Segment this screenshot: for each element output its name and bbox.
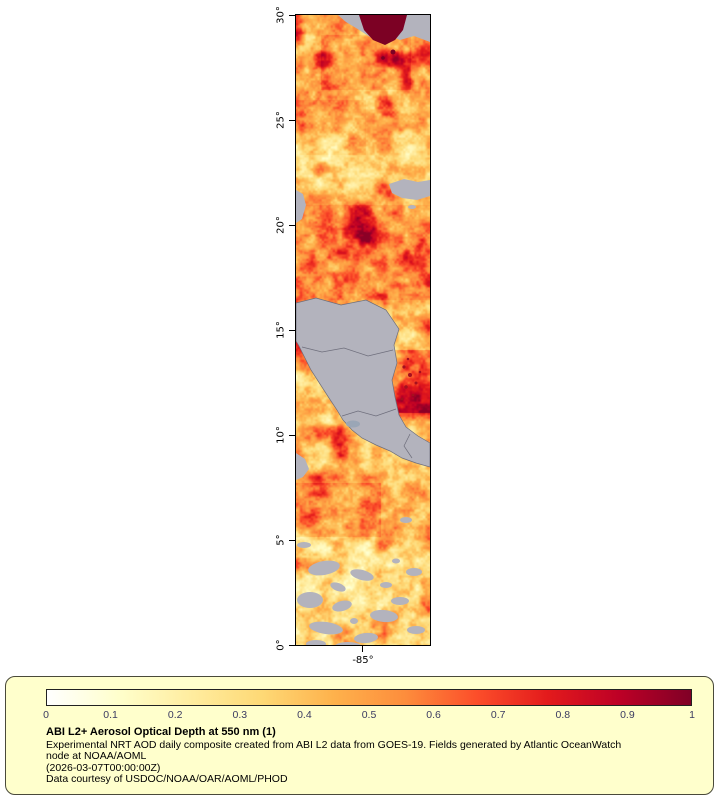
colorbar-tick-label: 0	[43, 709, 49, 721]
colorbar-tick-label: 0.7	[490, 709, 506, 721]
land-cloud-overlay	[296, 15, 430, 645]
legend-box: 0 0.1 0.2 0.3 0.4 0.5 0.6 0.7 0.8 0.9 1 ABI L2+ Ae…	[5, 676, 714, 795]
legend-description: Experimental NRT AOD daily composite cre…	[46, 738, 622, 763]
colorbar-tick-label: 0.5	[361, 709, 377, 721]
colorbar-tick-label: 0.4	[297, 709, 312, 721]
y-axis-label: 25°	[275, 111, 287, 129]
colorbar-tick-label: 0.1	[103, 709, 118, 721]
colorbar-tick-label: 0.8	[555, 709, 571, 721]
y-axis-label: 20°	[275, 216, 287, 234]
colorbar-tick-label: 0.3	[232, 709, 248, 721]
legend-text: ABI L2+ Aerosol Optical Depth at 550 nm …	[46, 726, 626, 786]
colorbar-gradient	[46, 689, 692, 706]
y-axis-tick	[289, 644, 295, 646]
y-axis-label: 15°	[275, 321, 287, 339]
colorbar-tick-labels: 0 0.1 0.2 0.3 0.4 0.5 0.6 0.7 0.8 0.9 1	[43, 709, 695, 722]
legend-timestamp: (2026-03-07T00:00:00Z)	[46, 761, 161, 774]
colorbar-tick-label: 0.2	[167, 709, 183, 721]
y-axis-tick	[289, 119, 295, 121]
x-axis-label: -85°	[352, 655, 374, 666]
legend-title: ABI L2+ Aerosol Optical Depth at 550 nm …	[46, 726, 276, 738]
y-axis-label: 5°	[275, 534, 287, 546]
y-axis-label: 30°	[275, 6, 287, 24]
colorbar-tick-label: 0.6	[426, 709, 441, 721]
map-panel: 30° 25° 20° 15° 10° 5° 0° -85°	[276, 6, 431, 666]
y-axis-tick	[289, 224, 295, 226]
x-axis-tick	[362, 646, 363, 652]
y-axis-tick	[289, 539, 295, 541]
legend-credit: Data courtesy of USDOC/NOAA/OAR/AOML/PHO…	[46, 773, 288, 786]
y-axis-tick	[289, 14, 295, 16]
y-axis-tick	[289, 434, 295, 436]
y-axis-label: 0°	[275, 639, 287, 651]
y-axis-label: 10°	[275, 426, 287, 444]
colorbar-tick-label: 0.9	[620, 709, 635, 721]
colorbar-tick-label: 1	[689, 709, 695, 721]
y-axis-tick	[289, 329, 295, 331]
